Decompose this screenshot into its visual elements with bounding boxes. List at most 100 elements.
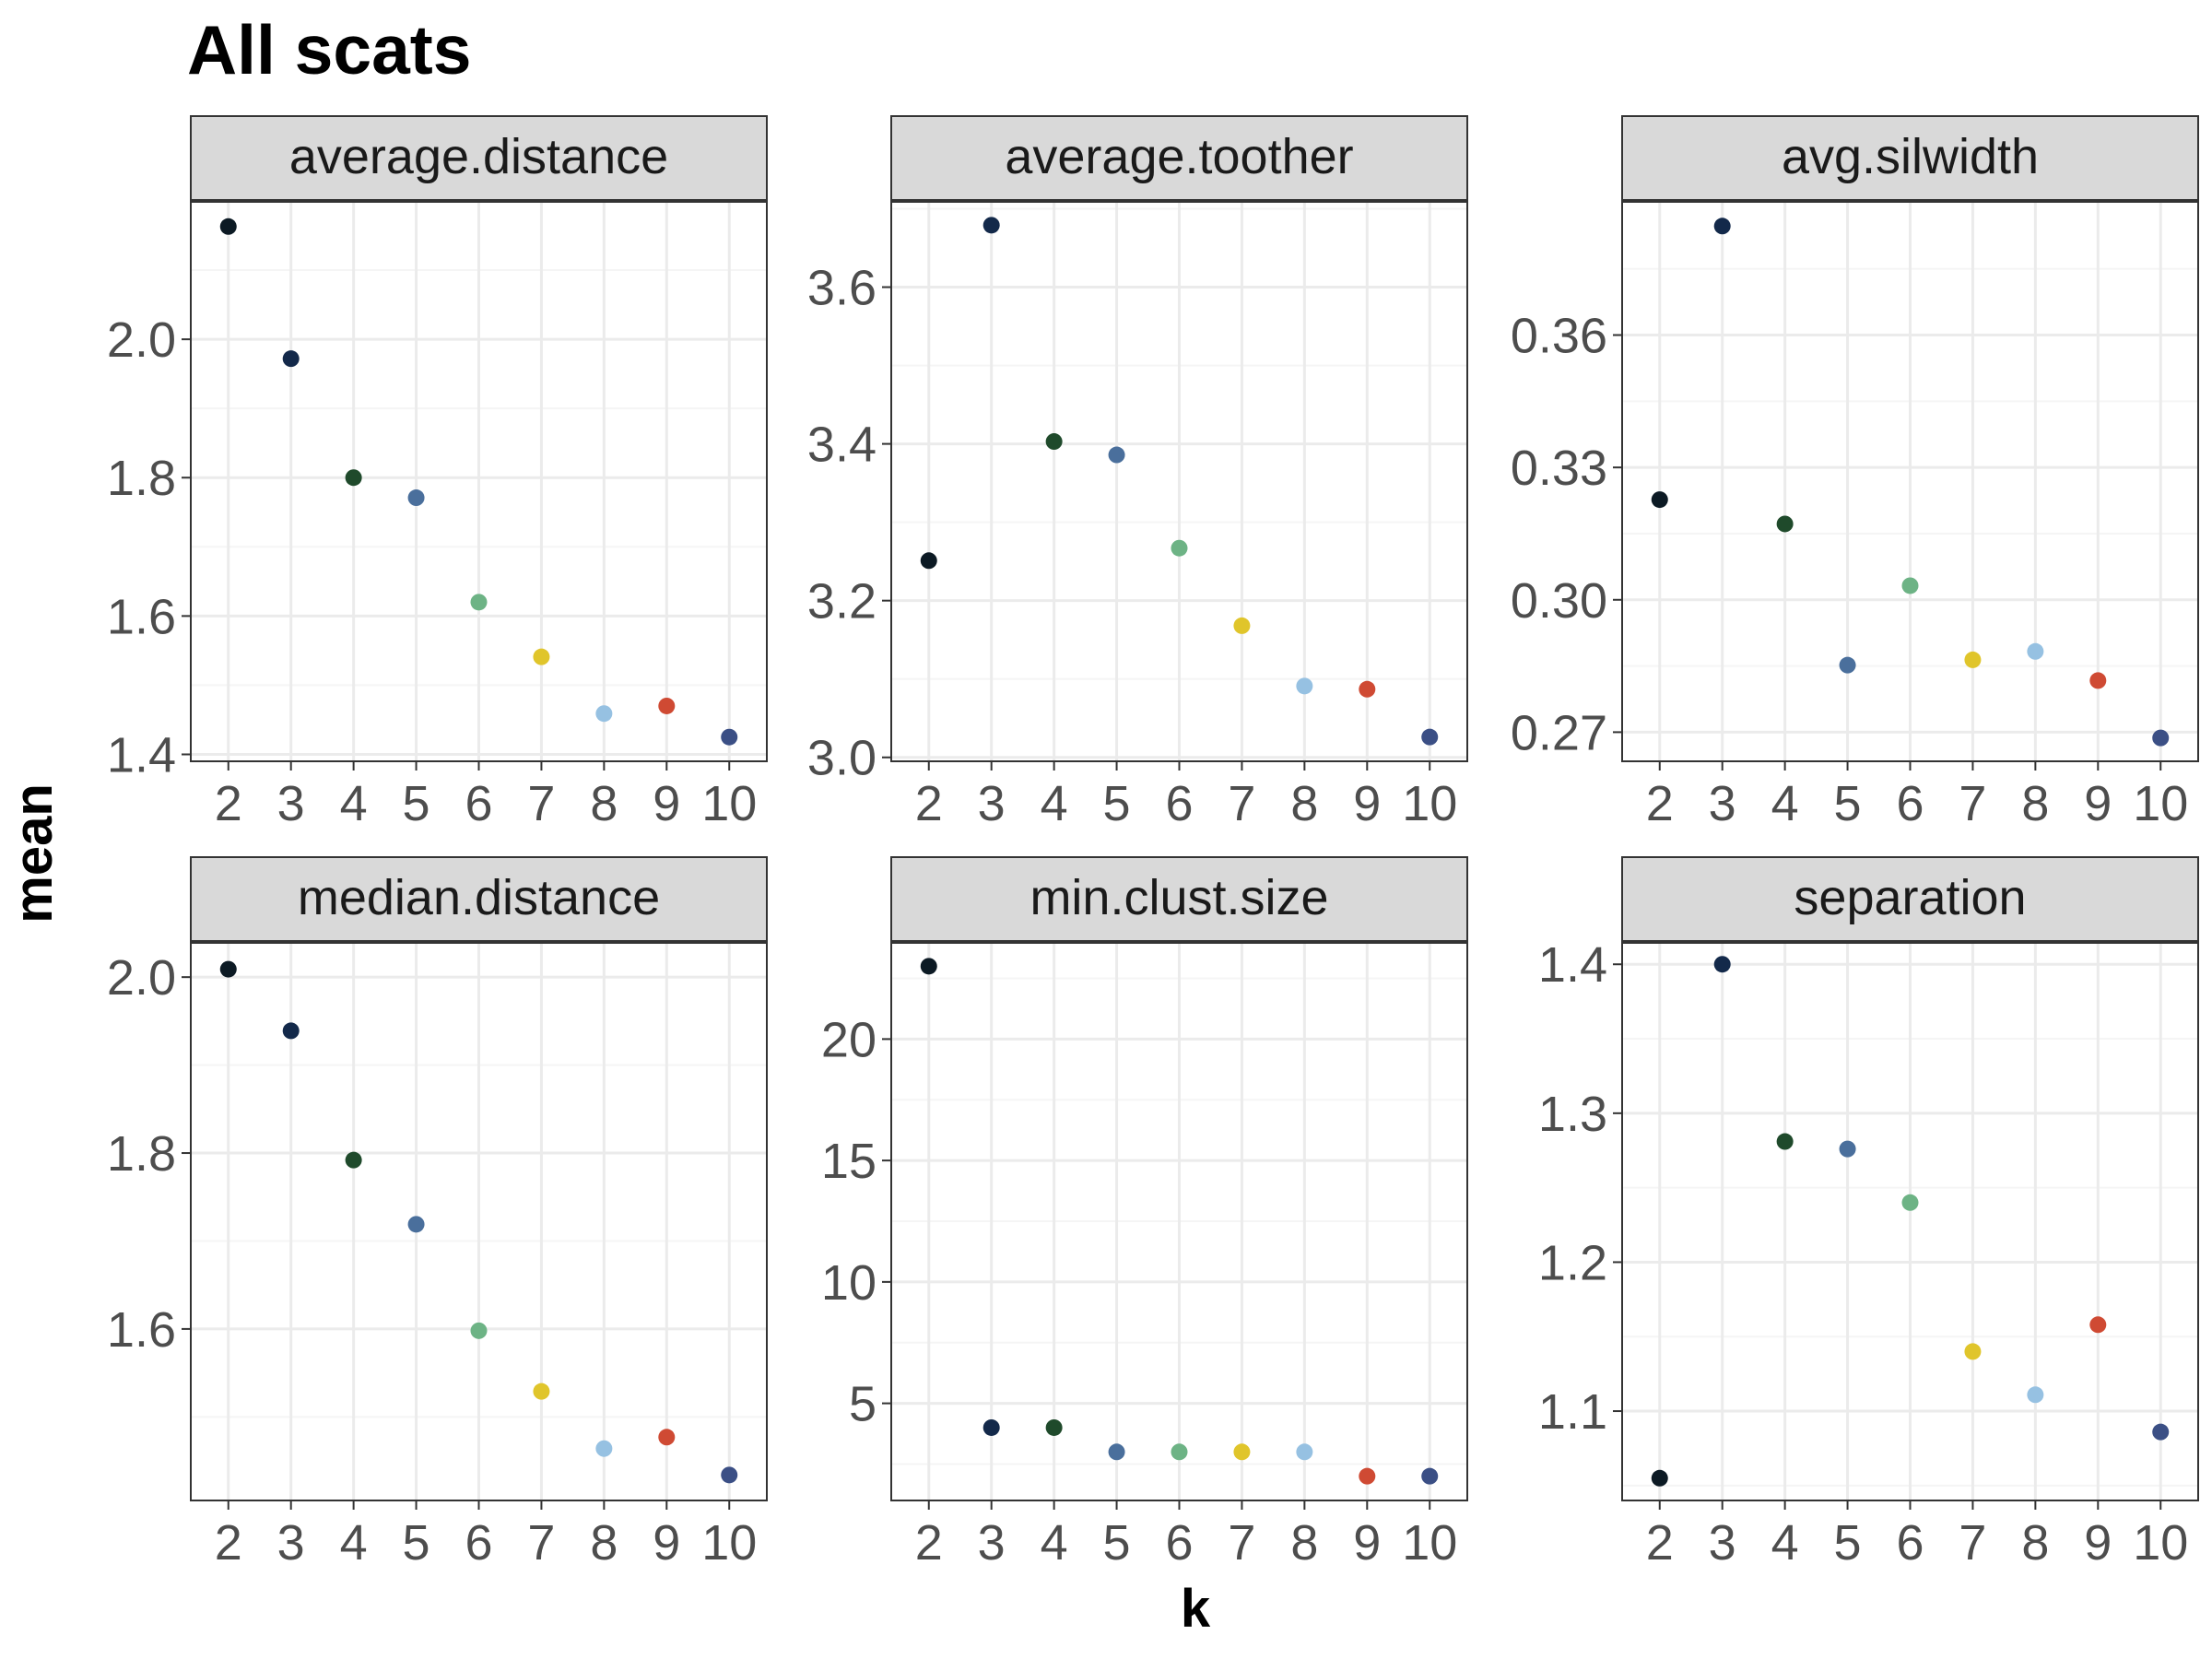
x-tick-label: 4 bbox=[1041, 1515, 1068, 1571]
x-tick-label: 10 bbox=[2133, 776, 2188, 831]
data-point bbox=[1359, 680, 1376, 698]
data-point bbox=[721, 1466, 738, 1484]
y-tick-label: 0.33 bbox=[1511, 441, 1607, 496]
y-tick-label: 15 bbox=[821, 1134, 877, 1189]
y-tick-label: 2.0 bbox=[107, 950, 176, 1006]
x-tick-label: 4 bbox=[1041, 776, 1068, 831]
data-point bbox=[595, 1440, 613, 1457]
data-point bbox=[1233, 1443, 1251, 1461]
data-point bbox=[2089, 672, 2107, 689]
data-point bbox=[982, 1418, 1000, 1436]
x-tick-label: 5 bbox=[1103, 776, 1131, 831]
facet-median-distance: median.distance 1.6 1.8 2.0 2 3 4 5 6 7 8 9 10 bbox=[107, 856, 768, 1571]
data-point bbox=[345, 469, 362, 487]
x-tick-label: 7 bbox=[1959, 776, 1986, 831]
data-point bbox=[1233, 617, 1251, 634]
x-tick-label: 4 bbox=[1771, 776, 1799, 831]
facet-average-distance: average.distance 1.4 1.6 1.8 2.0 2 3 4 5 6 7 8 9 10 bbox=[107, 115, 768, 831]
data-point bbox=[1713, 218, 1731, 235]
x-tick-label: 7 bbox=[527, 776, 555, 831]
data-point bbox=[658, 697, 676, 714]
facet-strip-label: median.distance bbox=[298, 870, 660, 925]
x-tick-label: 3 bbox=[978, 1515, 1006, 1571]
x-tick-label: 10 bbox=[701, 1515, 757, 1571]
x-tick-label: 9 bbox=[2084, 776, 2112, 831]
y-tick-label: 0.36 bbox=[1511, 309, 1607, 364]
x-tick-label: 8 bbox=[590, 776, 618, 831]
x-tick-label: 6 bbox=[1896, 776, 1924, 831]
x-tick-label: 6 bbox=[1165, 776, 1193, 831]
data-point bbox=[1421, 1467, 1439, 1485]
y-tick-label: 20 bbox=[821, 1012, 877, 1067]
y-tick-label: 10 bbox=[821, 1255, 877, 1311]
data-point bbox=[2152, 1423, 2170, 1441]
facet-avg-silwidth: avg.silwidth 0.27 0.30 0.33 0.36 2 3 4 5 6 7 8 9 10 bbox=[1511, 115, 2199, 831]
data-point bbox=[920, 552, 937, 570]
x-tick-label: 5 bbox=[1834, 1515, 1862, 1571]
x-axis-title: k bbox=[1181, 1579, 1211, 1639]
data-point bbox=[533, 1382, 550, 1400]
y-tick-label: 1.8 bbox=[107, 451, 176, 506]
data-point bbox=[595, 705, 613, 723]
x-tick-label: 7 bbox=[1228, 1515, 1255, 1571]
x-tick-label: 8 bbox=[2021, 1515, 2049, 1571]
y-tick-label: 1.1 bbox=[1538, 1384, 1607, 1440]
x-tick-label: 6 bbox=[1165, 1515, 1193, 1571]
facet-separation: separation 1.1 1.2 1.3 1.4 2 3 4 5 6 7 8 9 10 bbox=[1538, 856, 2199, 1571]
data-point bbox=[1108, 446, 1125, 464]
data-point bbox=[1359, 1467, 1376, 1485]
y-tick-label: 0.27 bbox=[1511, 705, 1607, 760]
data-point bbox=[282, 1022, 300, 1040]
x-tick-label: 3 bbox=[277, 1515, 305, 1571]
y-tick-label: 1.4 bbox=[107, 727, 176, 782]
data-point bbox=[345, 1151, 362, 1169]
x-tick-label: 4 bbox=[1771, 1515, 1799, 1571]
facet-strip-label: average.distance bbox=[289, 129, 668, 184]
x-tick-label: 5 bbox=[403, 1515, 430, 1571]
data-point bbox=[1651, 491, 1668, 509]
data-point bbox=[470, 594, 488, 611]
x-tick-label: 10 bbox=[701, 776, 757, 831]
y-tick-label: 1.8 bbox=[107, 1126, 176, 1182]
y-tick-label: 1.2 bbox=[1538, 1235, 1607, 1290]
data-point bbox=[982, 217, 1000, 234]
x-tick-label: 7 bbox=[1228, 776, 1255, 831]
y-tick-label: 3.0 bbox=[807, 731, 877, 786]
data-point bbox=[2089, 1316, 2107, 1334]
data-point bbox=[2152, 729, 2170, 747]
y-tick-label: 1.3 bbox=[1538, 1087, 1607, 1142]
data-point bbox=[1421, 728, 1439, 746]
data-point bbox=[1171, 539, 1188, 557]
x-tick-label: 2 bbox=[215, 1515, 242, 1571]
y-tick-label: 1.4 bbox=[1538, 937, 1607, 993]
data-point bbox=[2027, 642, 2044, 660]
x-tick-label: 3 bbox=[277, 776, 305, 831]
y-tick-label: 5 bbox=[849, 1377, 877, 1432]
y-tick-label: 3.6 bbox=[807, 261, 877, 316]
x-tick-label: 9 bbox=[653, 1515, 680, 1571]
data-point bbox=[1045, 433, 1063, 451]
facet-strip-label: avg.silwidth bbox=[1782, 129, 2039, 184]
x-tick-label: 10 bbox=[1402, 1515, 1457, 1571]
data-point bbox=[1713, 956, 1731, 973]
facet-strip bbox=[190, 856, 768, 943]
facet-strip-label: average.toother bbox=[1005, 129, 1353, 184]
data-point bbox=[1651, 1469, 1668, 1487]
y-tick-label: 0.30 bbox=[1511, 573, 1607, 629]
y-tick-label: 2.0 bbox=[107, 312, 176, 368]
data-point bbox=[1964, 1343, 1982, 1360]
x-tick-label: 2 bbox=[915, 776, 943, 831]
x-tick-label: 9 bbox=[653, 776, 680, 831]
data-point bbox=[920, 958, 937, 975]
y-tick-label: 1.6 bbox=[107, 1302, 176, 1358]
facet-strip bbox=[890, 115, 1468, 202]
y-tick-label: 1.6 bbox=[107, 589, 176, 644]
x-tick-label: 5 bbox=[1103, 1515, 1131, 1571]
x-tick-label: 9 bbox=[1353, 1515, 1381, 1571]
x-tick-label: 3 bbox=[1709, 1515, 1736, 1571]
data-point bbox=[2027, 1386, 2044, 1404]
data-point bbox=[1296, 677, 1313, 695]
